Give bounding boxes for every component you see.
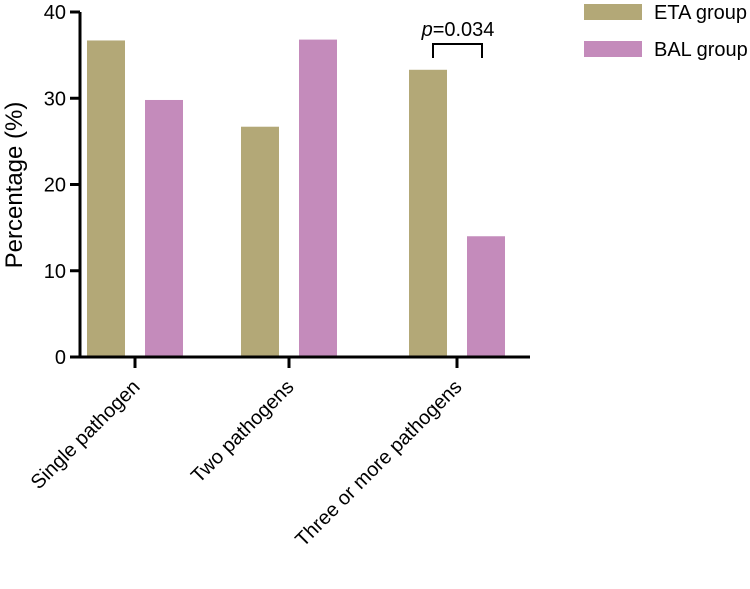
x-tick-label: Two pathogens [187,376,298,487]
bar-eta-2 [241,126,279,358]
y-tick-label: 20 [44,175,66,197]
legend-swatch-eta [584,4,642,20]
legend-swatch-bal [584,41,642,57]
y-tick-label: 0 [55,347,66,369]
legend: ETA group BAL group [584,2,748,61]
bar-eta-1 [87,40,125,358]
bars-group [87,39,505,358]
p-value-label: p=0.034 [421,19,495,41]
y-ticks-group: 0 10 20 30 40 [44,2,80,369]
bar-eta-3 [409,69,447,357]
x-tick-label: Three or more pathogens [291,376,466,551]
p-value: =0.034 [433,19,495,41]
y-axis-label: Percentage (%) [1,102,28,269]
y-tick-label: 30 [44,88,66,110]
x-tick-label: Single pathogen [27,376,145,494]
p-symbol: p [421,19,433,41]
bar-bal-3 [467,236,505,357]
y-tick-label: 10 [44,261,66,283]
significance-bracket [432,43,483,58]
bar-bal-1 [145,99,183,357]
y-tick-label: 40 [44,2,66,24]
significance-annotation: p=0.034 [421,19,495,58]
legend-label-eta: ETA group [654,2,747,24]
bar-bal-2 [299,39,337,357]
legend-label-bal: BAL group [654,39,748,61]
